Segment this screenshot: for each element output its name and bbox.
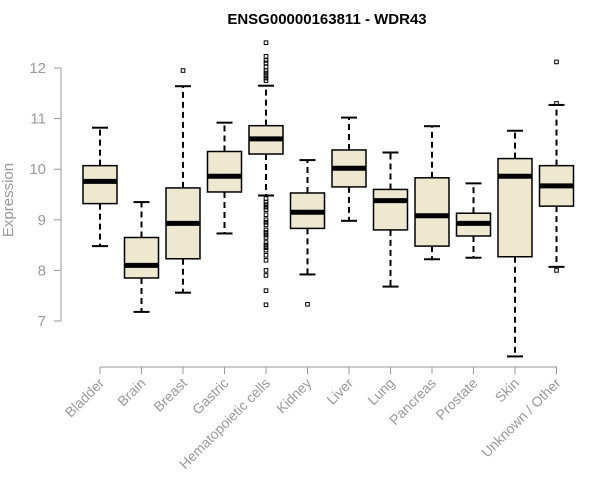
x-tick-label: Prostate — [432, 375, 480, 423]
chart-title: ENSG00000163811 - WDR43 — [227, 11, 426, 28]
box-rect — [206, 150, 243, 193]
outlier-point — [263, 227, 269, 233]
outlier-point — [263, 207, 269, 212]
box-group — [165, 68, 201, 294]
outlier-point — [263, 217, 269, 223]
y-axis-label: Expression — [0, 163, 17, 237]
x-tick-label: Brain — [114, 375, 148, 409]
outlier-point — [263, 75, 269, 81]
outlier-point — [263, 268, 269, 273]
x-tick-label: Unknown / Other — [478, 375, 564, 461]
box-group — [206, 121, 243, 235]
box-group — [123, 201, 160, 313]
outlier-point — [263, 68, 269, 73]
outlier-point — [263, 232, 269, 238]
outlier-point — [263, 204, 269, 210]
outlier-point — [305, 302, 310, 307]
box-group — [538, 59, 575, 273]
outlier-point — [263, 247, 269, 253]
y-ticks: 7 8 9 10 11 12 — [29, 60, 61, 330]
outlier-point — [263, 199, 269, 205]
x-tick-label: Bladder — [62, 375, 108, 421]
outlier-point — [180, 68, 186, 73]
outlier-point — [263, 212, 269, 218]
outlier-point — [263, 273, 269, 278]
outlier-point — [263, 40, 269, 46]
outlier-point — [263, 257, 269, 263]
outlier-point — [263, 252, 269, 258]
outlier-point — [263, 220, 269, 225]
y-tick-label: 8 — [38, 262, 46, 279]
boxes — [82, 40, 575, 358]
outlier-point — [263, 288, 269, 293]
outlier-point — [554, 59, 559, 65]
box-group — [248, 40, 284, 308]
x-tick-label: Lung — [364, 375, 397, 408]
box-rect — [82, 164, 118, 205]
x-tick-label: Liver — [323, 375, 356, 408]
box-group — [414, 125, 450, 261]
outlier-point — [263, 78, 269, 83]
box-group — [455, 182, 492, 259]
outlier-point — [263, 202, 269, 207]
box-group — [497, 129, 533, 358]
outlier-point — [263, 70, 269, 76]
box-group — [331, 116, 367, 222]
box-group — [289, 159, 326, 307]
box-group — [372, 151, 409, 288]
outlier-point — [263, 222, 269, 228]
outlier-point — [263, 235, 269, 240]
y-tick-label: 11 — [30, 111, 46, 128]
box-rect — [372, 188, 409, 231]
outlier-point — [263, 242, 269, 248]
outlier-point — [263, 60, 269, 66]
outlier-point — [263, 302, 269, 308]
outlier-point — [263, 230, 269, 235]
y-tick-label: 10 — [29, 161, 46, 178]
box-group — [82, 126, 118, 248]
outlier-point — [263, 245, 269, 250]
box-rect — [123, 236, 160, 279]
outlier-point — [263, 73, 269, 78]
y-tick-label: 12 — [29, 60, 46, 77]
x-tick-label: Kidney — [273, 375, 315, 417]
outlier-point — [263, 58, 269, 63]
y-tick-label: 7 — [38, 313, 46, 330]
box-rect — [414, 177, 450, 247]
outlier-point — [263, 54, 269, 59]
outlier-point — [554, 268, 559, 273]
x-tick-label: Breast — [150, 375, 190, 415]
box-rect — [497, 157, 533, 258]
y-tick-label: 9 — [38, 212, 46, 229]
outlier-point — [554, 101, 559, 106]
x-tick-label: Skin — [492, 375, 523, 406]
outlier-point — [263, 240, 269, 245]
